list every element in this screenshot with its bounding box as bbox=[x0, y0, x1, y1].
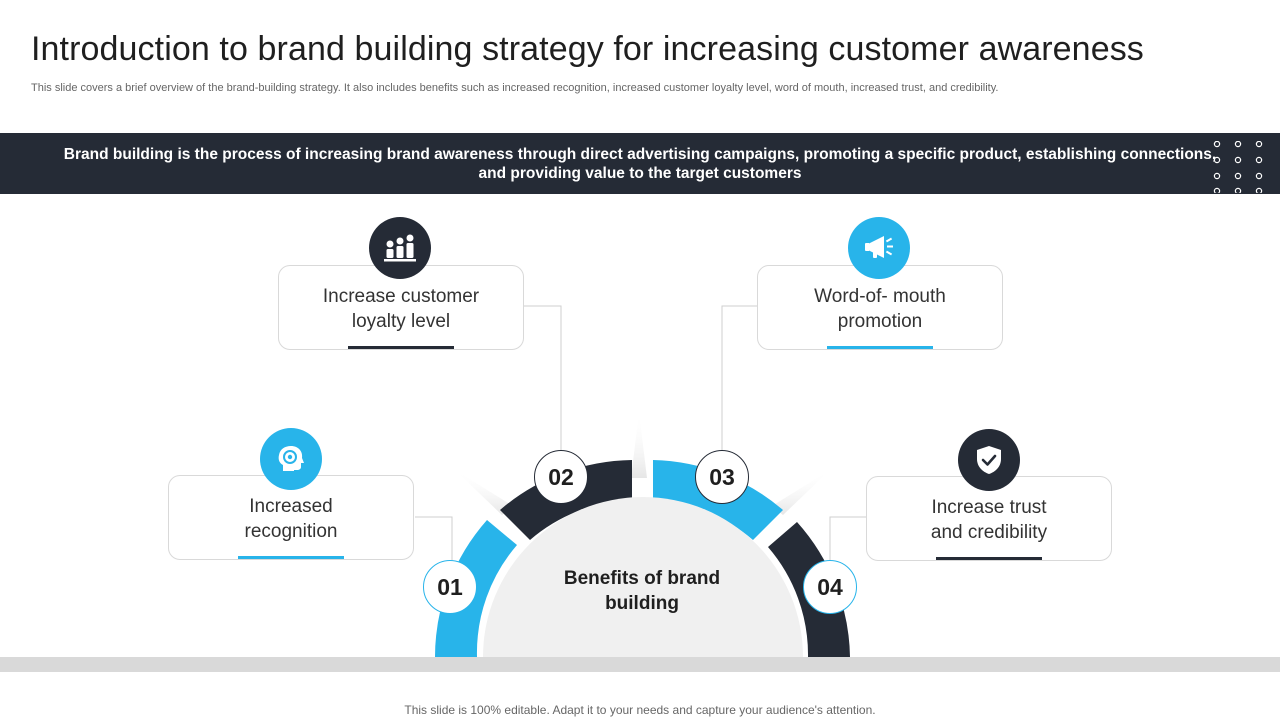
people-icon bbox=[369, 217, 431, 279]
megaphone-icon bbox=[848, 217, 910, 279]
center-label: Benefits of brand building bbox=[563, 568, 721, 614]
benefit-label: Increased recognition bbox=[244, 496, 338, 542]
footer-note: This slide is 100% editable. Adapt it to… bbox=[404, 703, 876, 717]
badge-02: 02 bbox=[534, 450, 588, 504]
benefit-label: Word-of- mouth promotion bbox=[814, 286, 946, 332]
shield-check-icon bbox=[958, 429, 1020, 491]
card-underline bbox=[238, 556, 344, 559]
center-semicircle bbox=[483, 497, 803, 657]
slide-subtitle: This slide covers a brief overview of th… bbox=[31, 82, 999, 94]
slide-title: Introduction to brand building strategy … bbox=[31, 30, 1144, 68]
benefit-card-loyalty: Increase customer loyalty level bbox=[278, 265, 524, 350]
card-underline bbox=[827, 346, 933, 349]
dot-grid-decoration bbox=[1213, 141, 1263, 193]
ray-right bbox=[772, 470, 830, 515]
connector-02 bbox=[524, 305, 562, 450]
badge-04: 04 bbox=[803, 560, 857, 614]
benefit-card-word-of-mouth: Word-of- mouth promotion bbox=[757, 265, 1003, 350]
ray-left bbox=[455, 470, 513, 515]
brain-icon bbox=[260, 428, 322, 490]
benefit-label: Increase customer loyalty level bbox=[322, 286, 480, 332]
definition-banner: Brand building is the process of increas… bbox=[0, 133, 1280, 194]
badge-01: 01 bbox=[423, 560, 477, 614]
banner-text: Brand building is the process of increas… bbox=[63, 146, 1217, 182]
badge-03: 03 bbox=[695, 450, 749, 504]
connector-04 bbox=[829, 516, 867, 560]
footer-bar bbox=[0, 657, 1280, 672]
benefit-card-recognition: Increased recognition bbox=[168, 475, 414, 560]
benefit-label: Increase trust and credibility bbox=[930, 497, 1048, 543]
ray-center bbox=[631, 412, 647, 478]
connector-03 bbox=[721, 305, 758, 450]
card-underline bbox=[348, 346, 454, 349]
connector-01 bbox=[415, 516, 453, 560]
card-underline bbox=[936, 557, 1042, 560]
